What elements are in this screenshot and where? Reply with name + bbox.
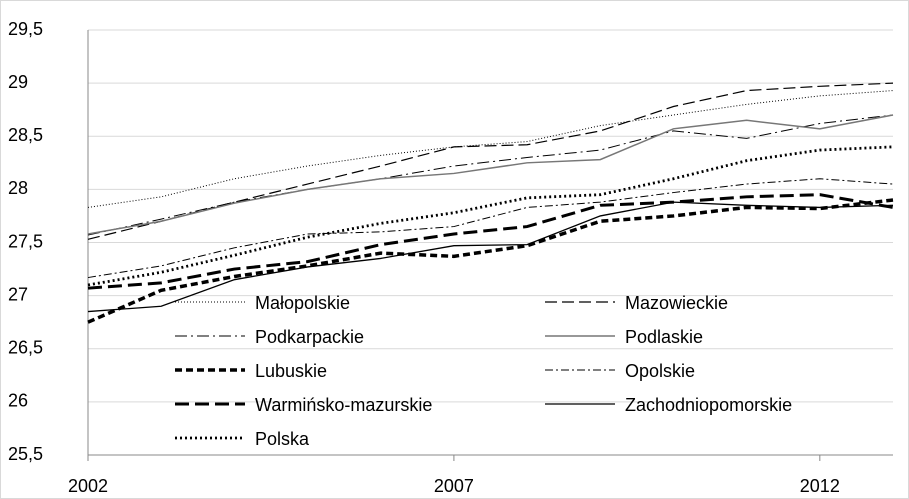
y-tick-label: 28,5 <box>8 125 43 145</box>
legend-label: Polska <box>255 429 310 449</box>
series-line <box>87 193 894 290</box>
series-line <box>87 114 894 235</box>
x-tick-label: 2002 <box>68 476 108 496</box>
legend-label: Podlaskie <box>625 327 703 347</box>
y-tick-label: 28 <box>8 178 28 198</box>
y-tick-label: 27,5 <box>8 231 43 251</box>
series-line <box>87 145 894 287</box>
x-tick-label: 2007 <box>434 476 474 496</box>
y-tick-label: 26 <box>8 391 28 411</box>
legend-label: Podkarpackie <box>255 327 364 347</box>
series-line <box>87 114 894 236</box>
y-tick-label: 29,5 <box>8 19 43 39</box>
legend-label: Małopolskie <box>255 293 350 313</box>
y-tick-label: 27 <box>8 284 28 304</box>
legend-label: Lubuskie <box>255 361 327 381</box>
legend-label: Zachodniopomorskie <box>625 395 792 415</box>
series-line <box>87 201 894 313</box>
y-tick-label: 25,5 <box>8 444 43 464</box>
x-tick-label: 2012 <box>800 476 840 496</box>
series-line <box>87 198 894 324</box>
legend-label: Warmińsko-mazurskie <box>255 395 432 415</box>
y-tick-label: 29 <box>8 72 28 92</box>
series-line <box>87 178 894 279</box>
legend-label: Mazowieckie <box>625 293 728 313</box>
legend-label: Opolskie <box>625 361 695 381</box>
y-tick-label: 26,5 <box>8 338 43 358</box>
